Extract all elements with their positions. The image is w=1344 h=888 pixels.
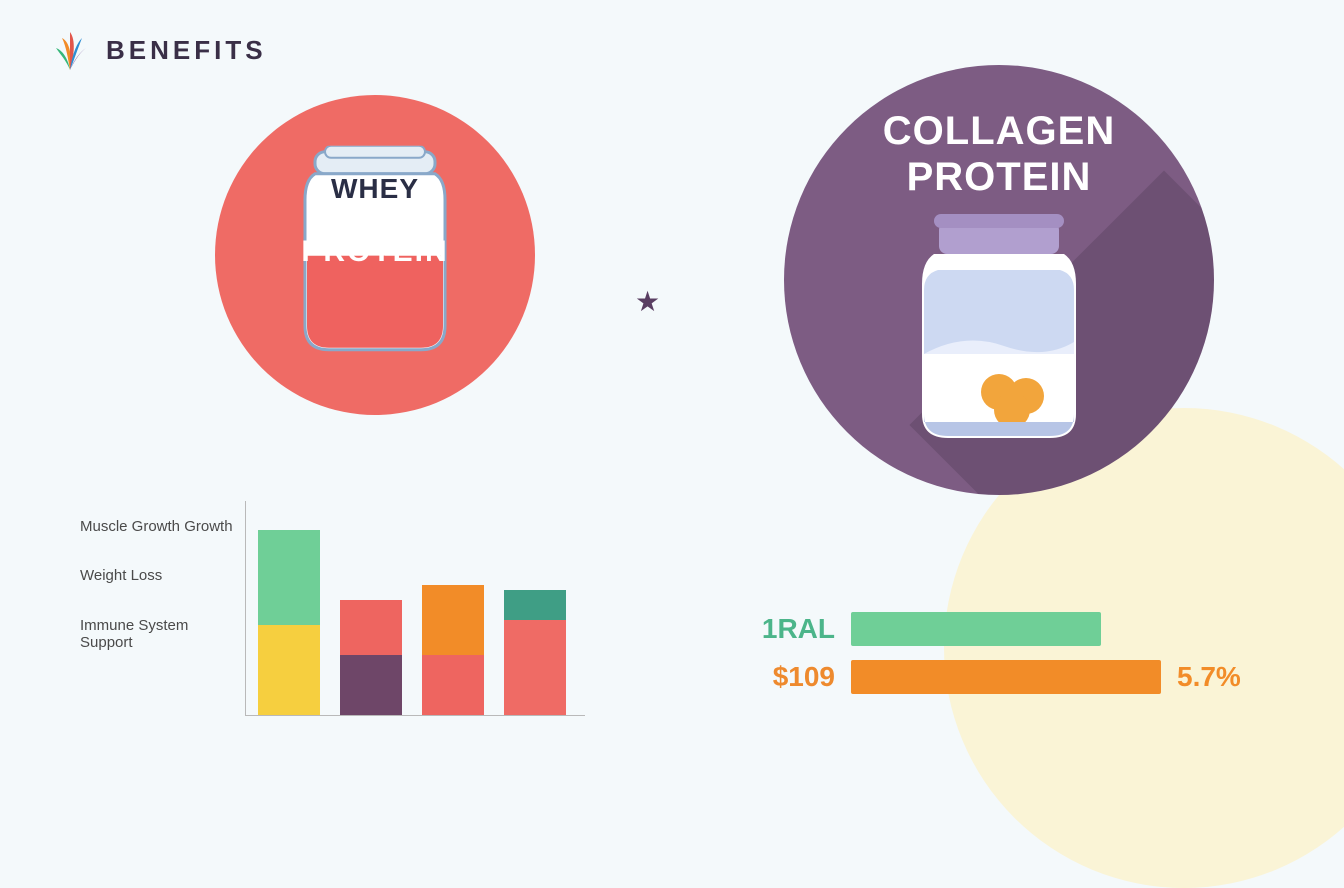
chart-y-labels: Muscle Growth Growth Weight Loss Immune Sy… — [80, 518, 235, 683]
whey-protein-block: WHEY PROTEIN — [215, 95, 535, 415]
stats-panel: 1RAL $109 5.7% — [735, 612, 1255, 708]
collagen-title-2: PROTEIN — [784, 155, 1214, 200]
stat-value: 5.7% — [1177, 661, 1241, 693]
chart-area — [245, 501, 585, 716]
chart-bar — [258, 530, 320, 715]
star-icon: ★ — [635, 285, 660, 318]
chart-bar-segment — [504, 590, 566, 620]
chart-bar — [422, 585, 484, 715]
chart-label: Immune System Support — [80, 617, 235, 652]
chart-bar-segment — [258, 625, 320, 715]
collagen-protein-block: COLLAGEN PROTEIN — [784, 65, 1214, 495]
stat-row: 1RAL — [735, 612, 1255, 646]
whey-title-top: WHEY — [215, 173, 535, 205]
stat-row: $109 5.7% — [735, 660, 1255, 694]
stat-bar — [851, 660, 1161, 694]
chart-bar-segment — [422, 655, 484, 715]
chart-bar — [504, 590, 566, 715]
page-title: BENEFITS — [106, 35, 267, 66]
chart-bar-segment — [504, 620, 566, 715]
chart-bar-segment — [422, 585, 484, 655]
chart-bar — [340, 600, 402, 715]
benefits-chart: Muscle Growth Growth Weight Loss Immune Sy… — [80, 478, 600, 738]
chart-bar-segment — [340, 655, 402, 715]
chart-bar-segment — [258, 530, 320, 625]
collagen-jar-icon — [904, 214, 1094, 444]
header: BENEFITS — [48, 30, 267, 70]
collagen-title-1: COLLAGEN — [784, 109, 1214, 154]
whey-title-bottom: PROTEIN — [215, 235, 535, 269]
collagen-circle: COLLAGEN PROTEIN — [784, 65, 1214, 495]
chart-label: Muscle Growth Growth — [80, 518, 235, 535]
logo-icon — [48, 30, 92, 70]
stat-label: 1RAL — [735, 613, 835, 645]
chart-bar-segment — [340, 600, 402, 655]
chart-label: Weight Loss — [80, 567, 235, 584]
stat-label: $109 — [735, 661, 835, 693]
stat-bar — [851, 612, 1101, 646]
